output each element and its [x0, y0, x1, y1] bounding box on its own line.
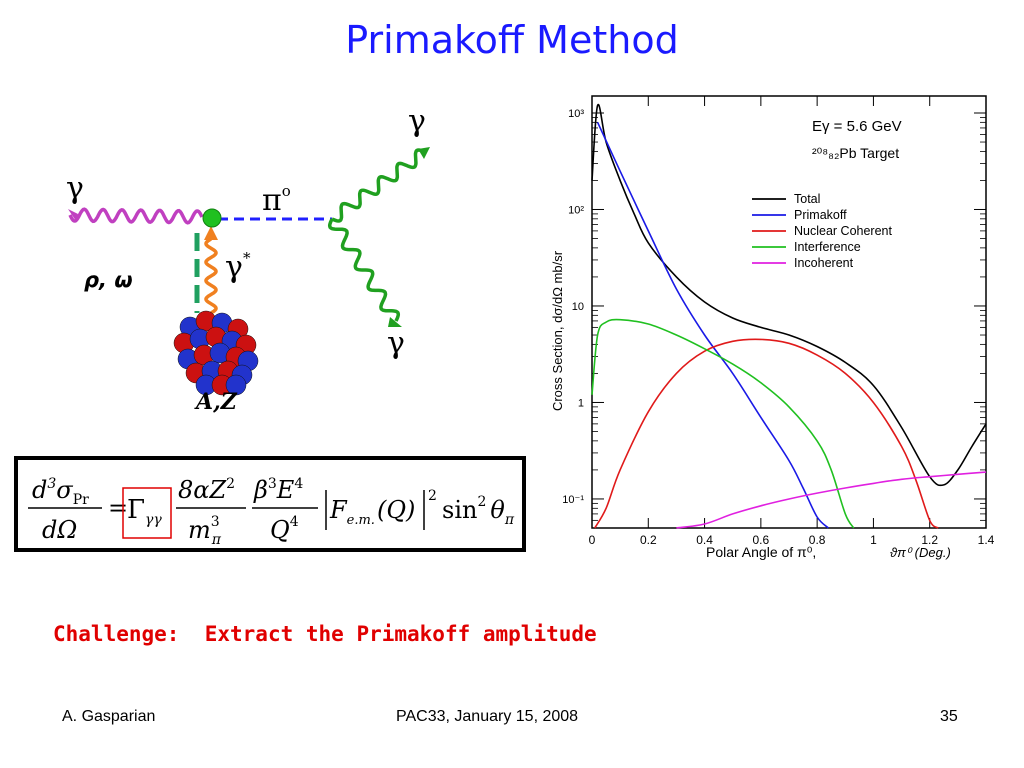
incoming-photon-arrowhead [68, 209, 78, 221]
gamma-out-top-label: γ [408, 104, 426, 139]
feynman-diagram: γ πo ρ, ω γ* γ γ A,Z [66, 104, 430, 415]
y-tick-label: 10⁻¹ [562, 494, 584, 506]
x-tick-label: 1.4 [978, 533, 995, 547]
y-tick-label: 10 [572, 301, 584, 313]
chart-annotation-target: ²⁰⁸₈₂Pb Target [812, 145, 899, 161]
formula-numerator: d3σPr [32, 476, 89, 508]
x-tick-label: 0.8 [809, 533, 826, 547]
x-tick-label: 0.4 [696, 533, 713, 547]
chart-frame [591, 95, 987, 529]
exchange-label: ρ, ω [84, 268, 133, 292]
x-tick-label: 0 [589, 533, 596, 547]
nucleus-icon [173, 310, 259, 396]
chart-annotation-energy: Eγ = 5.6 GeV [812, 118, 902, 135]
formula-term1-numerator: 8αZ2 [178, 476, 235, 504]
outgoing-photon-bottom-line [327, 218, 401, 322]
challenge-statement: Challenge: Extract the Primakoff amplitu… [53, 622, 597, 646]
gamma-in-label: γ [66, 171, 84, 206]
virtual-photon-label: γ* [225, 249, 251, 285]
formula-term2-denominator: Q4 [270, 514, 299, 544]
cross-section-formula: d3σPr dΩ = Γγγ 8αZ2 m3 π β3E4 Q4 Fe.m.(Q)… [14, 456, 526, 552]
legend-label: Nuclear Coherent [794, 224, 892, 238]
y-tick-label: 10² [568, 204, 584, 216]
virtual-photon-arrowhead [204, 226, 218, 240]
formula-term1-denominator: m3 π [188, 514, 222, 548]
formula-equals: = [108, 494, 128, 522]
slide-title: Primakoff Method [345, 18, 679, 62]
series-line-incoherent [676, 471, 987, 529]
outgoing-photon-top-arrowhead [418, 147, 430, 159]
x-tick-label: 0.6 [753, 533, 770, 547]
chart-ylabel: Cross Section, dσ/dΩ mb/sr [550, 250, 565, 411]
x-tick-label: 0.2 [640, 533, 657, 547]
incoming-photon-line [68, 207, 204, 225]
virtual-photon-line [204, 237, 218, 315]
series-line-total [591, 103, 987, 487]
pion-label: πo [262, 182, 291, 218]
nucleus-label: A,Z [194, 389, 238, 415]
formula-svg: d3σPr dΩ = Γγγ 8αZ2 m3 π β3E4 Q4 Fe.m.(Q)… [28, 476, 515, 548]
gamma-width: Γγγ [127, 495, 162, 528]
series-line-primakoff [596, 121, 829, 529]
chart-xlabel: Polar Angle of π⁰, [706, 544, 816, 560]
cross-section-chart: 0 0.2 0.4 0.6 0.8 1 1.2 1.4 10⁻¹ 1 10 10² 10³ Eγ = 5… [550, 95, 995, 560]
y-tick-label: 10³ [568, 108, 584, 120]
gamma-width-highlight [122, 487, 172, 539]
gamma-out-bottom-label: γ [387, 326, 405, 361]
footer-author: A. Gasparian [62, 708, 156, 725]
y-tick-label: 1 [578, 397, 584, 409]
legend-label: Interference [794, 240, 861, 254]
chart-xlabel-extra: ϑπ⁰ (Deg.) [890, 545, 951, 560]
footer-event: PAC33, January 15, 2008 [396, 708, 579, 725]
form-factor-exponent: 2 [428, 488, 437, 504]
outgoing-photon-top-line [331, 148, 426, 223]
challenge-label: Challenge: [53, 622, 180, 646]
challenge-text: Extract the Primakoff amplitude [204, 622, 597, 646]
footer-page-number: 35 [940, 708, 958, 725]
series-line-nuclear-coherent [594, 338, 939, 529]
legend-label: Incoherent [794, 256, 854, 270]
vertex-dot [202, 208, 222, 228]
x-tick-label: 1 [870, 533, 877, 547]
x-tick-label: 1.2 [921, 533, 938, 547]
formula-denominator: dΩ [42, 516, 77, 544]
form-factor: Fe.m.(Q) [329, 496, 415, 528]
legend-label: Total [794, 192, 820, 206]
nucleon [225, 374, 247, 396]
series-line-interference [591, 318, 855, 529]
legend-label: Primakoff [794, 208, 847, 222]
outgoing-photon-bottom-arrowhead [388, 317, 402, 327]
formula-term2-numerator: β3E4 [253, 476, 303, 504]
sin-term: sin2 θπ [442, 494, 515, 528]
